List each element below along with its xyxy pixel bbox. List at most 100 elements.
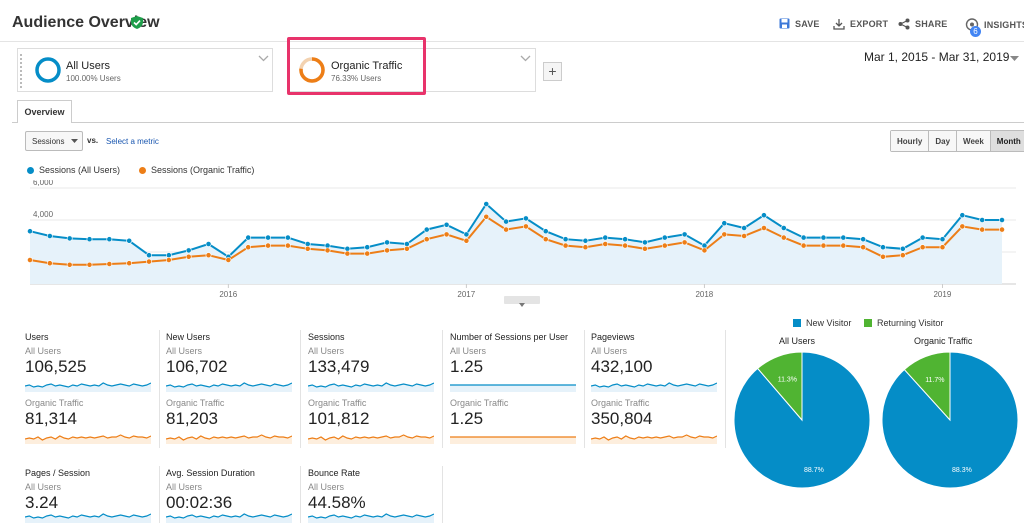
data-point[interactable] <box>304 241 311 247</box>
data-point[interactable] <box>919 234 926 241</box>
segment-card-all-users[interactable]: All Users 100.00% Users <box>17 48 273 92</box>
data-point[interactable] <box>384 247 390 254</box>
chevron-down-icon[interactable] <box>520 55 531 62</box>
data-point[interactable] <box>463 237 470 244</box>
data-point[interactable] <box>165 257 172 263</box>
data-point[interactable] <box>205 252 212 259</box>
data-point[interactable] <box>265 234 271 241</box>
data-point[interactable] <box>86 261 93 268</box>
share-button[interactable]: SHARE <box>898 18 948 30</box>
data-point[interactable] <box>344 245 351 252</box>
add-segment-button[interactable]: + <box>543 62 562 81</box>
data-point[interactable] <box>106 236 113 243</box>
caret-down-icon[interactable] <box>1010 56 1019 62</box>
data-point[interactable] <box>880 253 886 260</box>
data-point[interactable] <box>27 257 33 263</box>
data-point[interactable] <box>146 252 152 259</box>
data-point[interactable] <box>741 225 748 231</box>
date-range-picker[interactable]: Mar 1, 2015 - Mar 31, 2019 <box>864 50 1010 64</box>
data-point[interactable] <box>741 233 748 239</box>
data-point[interactable] <box>602 241 609 247</box>
pie-slice-returning-visitor[interactable] <box>756 351 803 422</box>
data-point[interactable] <box>780 234 787 241</box>
data-point[interactable] <box>463 231 470 238</box>
scorecard-users[interactable]: Users All Users 106,525 Organic Traffic 81,3… <box>25 332 163 454</box>
scorecard-sessions[interactable]: Sessions All Users 133,479 Organic Traffic 1… <box>308 332 446 454</box>
data-point[interactable] <box>185 247 192 254</box>
data-point[interactable] <box>384 239 390 246</box>
data-point[interactable] <box>542 228 549 235</box>
data-point[interactable] <box>622 236 629 243</box>
data-point[interactable] <box>245 244 252 251</box>
scorecard-bounce-rate[interactable]: Bounce Rate All Users 44.58% <box>308 468 446 523</box>
data-point[interactable] <box>46 260 53 267</box>
data-point[interactable] <box>27 228 33 235</box>
data-point[interactable] <box>860 236 867 243</box>
chevron-down-icon[interactable] <box>258 55 269 62</box>
data-point[interactable] <box>899 252 906 259</box>
data-point[interactable] <box>780 225 787 231</box>
data-point[interactable] <box>761 212 767 219</box>
data-point[interactable] <box>344 250 351 257</box>
granularity-week-button[interactable]: Week <box>957 131 991 151</box>
data-point[interactable] <box>919 244 926 251</box>
scorecard-pages-session[interactable]: Pages / Session All Users 3.24 <box>25 468 163 523</box>
data-point[interactable] <box>126 260 133 267</box>
save-button[interactable]: SAVE <box>779 18 820 29</box>
data-point[interactable] <box>701 242 708 249</box>
data-point[interactable] <box>681 239 688 246</box>
data-point[interactable] <box>304 245 311 252</box>
data-point[interactable] <box>185 253 192 260</box>
data-point[interactable] <box>86 236 93 243</box>
data-point[interactable] <box>66 235 73 242</box>
scorecard-number-of-sessions-per-user[interactable]: Number of Sessions per User All Users 1.25… <box>450 332 588 454</box>
data-point[interactable] <box>721 231 728 238</box>
data-point[interactable] <box>225 257 232 263</box>
chart-collapse-handle[interactable] <box>504 296 540 307</box>
data-point[interactable] <box>820 242 827 249</box>
data-point[interactable] <box>582 244 589 251</box>
data-point[interactable] <box>364 244 371 251</box>
granularity-day-button[interactable]: Day <box>929 131 958 151</box>
data-point[interactable] <box>820 234 827 241</box>
data-point[interactable] <box>661 242 668 249</box>
data-point[interactable] <box>146 258 152 265</box>
data-point[interactable] <box>661 234 668 241</box>
data-point[interactable] <box>582 237 589 244</box>
data-point[interactable] <box>999 226 1005 233</box>
scorecard-pageviews[interactable]: Pageviews All Users 432,100 Organic Traffic… <box>591 332 729 454</box>
data-point[interactable] <box>860 244 867 251</box>
data-point[interactable] <box>642 239 648 246</box>
data-point[interactable] <box>800 242 807 249</box>
data-point[interactable] <box>245 234 252 241</box>
data-point[interactable] <box>66 261 73 268</box>
data-point[interactable] <box>939 244 946 251</box>
data-point[interactable] <box>761 225 767 231</box>
data-point[interactable] <box>562 236 569 243</box>
pie-slice-returning-visitor[interactable] <box>903 351 951 422</box>
data-point[interactable] <box>284 242 291 249</box>
metric-select[interactable]: Sessions <box>25 131 83 151</box>
tab-overview[interactable]: Overview <box>17 100 72 123</box>
data-point[interactable] <box>126 237 133 244</box>
data-point[interactable] <box>403 245 410 252</box>
segment-drag-handle[interactable] <box>20 54 22 88</box>
data-point[interactable] <box>523 223 529 230</box>
data-point[interactable] <box>959 223 966 230</box>
data-point[interactable] <box>979 226 986 233</box>
data-point[interactable] <box>642 245 648 252</box>
data-point[interactable] <box>602 234 609 241</box>
data-point[interactable] <box>265 242 271 249</box>
data-point[interactable] <box>562 242 569 249</box>
data-point[interactable] <box>622 242 629 249</box>
data-point[interactable] <box>423 226 430 233</box>
data-point[interactable] <box>503 218 509 225</box>
data-point[interactable] <box>483 201 490 207</box>
data-point[interactable] <box>959 212 966 219</box>
data-point[interactable] <box>205 241 212 247</box>
data-point[interactable] <box>800 234 807 241</box>
data-point[interactable] <box>423 236 430 243</box>
data-point[interactable] <box>899 245 906 252</box>
data-point[interactable] <box>324 247 331 254</box>
data-point[interactable] <box>443 231 450 238</box>
